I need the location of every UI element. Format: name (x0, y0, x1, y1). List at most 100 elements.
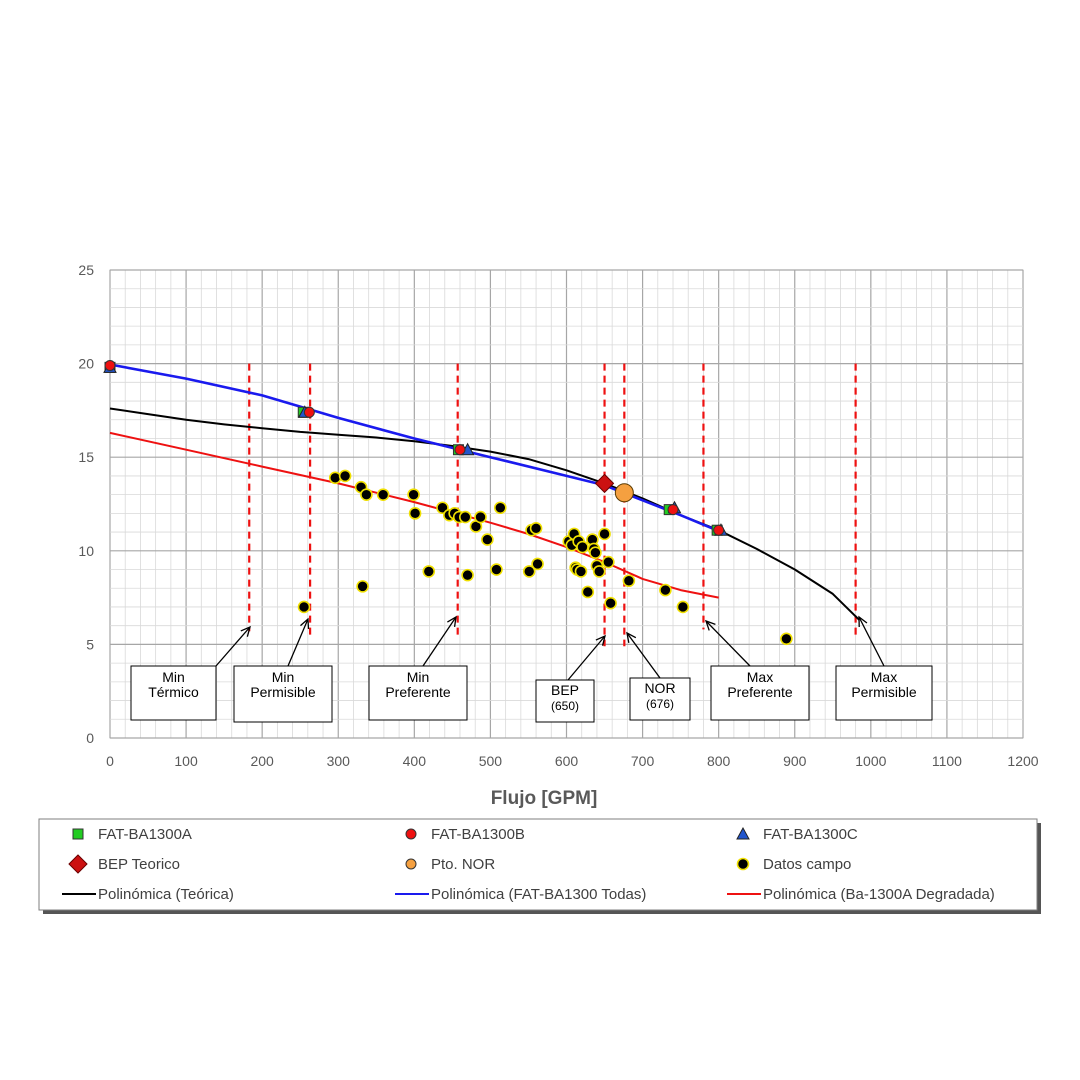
y-tick-label: 0 (86, 730, 94, 746)
annotation-label: Térmico (148, 684, 199, 700)
x-tick-label: 400 (403, 753, 427, 769)
data-point (360, 488, 373, 501)
data-point (104, 359, 116, 371)
data-point (454, 444, 466, 456)
annotation-box (368, 665, 468, 721)
data-point (529, 522, 543, 535)
data-point (614, 483, 634, 503)
legend-item-label: Polinómica (FAT-BA1300 Todas) (431, 886, 646, 903)
annotation-arrowhead (858, 615, 868, 628)
data-point (72, 828, 84, 840)
annotation-arrowhead (447, 615, 457, 627)
x-tick-label: 600 (555, 753, 579, 769)
x-tick-label: 100 (174, 753, 198, 769)
y-tick-label: 10 (78, 543, 94, 559)
x-tick-label: 1000 (855, 753, 886, 769)
data-point (407, 488, 420, 501)
legend-item-label: Datos campo (763, 856, 851, 873)
legend-item-label: BEP Teorico (98, 856, 180, 873)
annotation-box (535, 679, 595, 723)
x-tick-label: 1100 (932, 753, 962, 769)
annotation-label: Permisible (250, 684, 316, 700)
legend: FAT-BA1300A FAT-BA1300B FAT-BA1300C BEP Teo… (38, 818, 1041, 914)
annotation-arrow (705, 620, 751, 667)
data-point (589, 546, 602, 559)
data-point (581, 585, 595, 599)
x-tick-label: 700 (631, 753, 655, 769)
legend-item-label: Pto. NOR (431, 856, 495, 873)
data-point (461, 568, 474, 582)
vertical-markers (248, 363, 857, 647)
data-point (494, 501, 507, 515)
data-point (736, 826, 750, 840)
data-points (103, 359, 793, 646)
x-tick-label: 300 (327, 753, 351, 769)
annotation-box (629, 677, 691, 721)
data-point (481, 533, 494, 546)
annotation-arrowhead (240, 625, 251, 637)
data-point (405, 828, 417, 840)
annotation-arrow (626, 632, 661, 679)
annotation-arrowhead (300, 617, 310, 630)
annotation-label: Preferente (385, 684, 451, 700)
annotation-label: Max (871, 669, 897, 685)
annotation-arrow (287, 618, 309, 667)
data-point (297, 600, 311, 614)
annotation-label: (676) (646, 697, 674, 711)
y-tick-label: 5 (86, 636, 94, 652)
data-point (576, 540, 589, 554)
legend-item-label: FAT-BA1300B (431, 826, 525, 843)
annotation-box (233, 665, 333, 723)
data-point (736, 857, 750, 871)
data-point (713, 524, 725, 536)
y-tick-label: 15 (78, 449, 94, 465)
annotation-label: Min (272, 669, 295, 685)
data-point (531, 557, 544, 571)
data-point (405, 858, 417, 870)
annotation-arrow (422, 616, 457, 667)
annotation-arrow (567, 635, 606, 681)
data-point (338, 469, 352, 483)
annotation-arrowhead (595, 634, 606, 646)
annotation-label: Min (407, 669, 430, 685)
data-point (490, 563, 503, 576)
data-point (659, 583, 672, 597)
y-tick-label: 25 (78, 262, 94, 278)
annotation-label: (650) (551, 699, 579, 713)
annotation-arrow (858, 616, 885, 667)
annotation-box (710, 665, 810, 721)
data-point (604, 596, 617, 610)
data-point (328, 471, 342, 485)
data-point (574, 565, 588, 578)
data-point (592, 565, 606, 578)
data-point (667, 504, 679, 516)
annotation-box (130, 665, 217, 721)
legend-item-label: Polinómica (Ba-1300A Degradada) (763, 886, 995, 903)
x-tick-label: 900 (783, 753, 807, 769)
data-point (594, 473, 615, 494)
annotation-label: Min (162, 669, 185, 685)
data-point (598, 527, 611, 541)
data-point (622, 574, 636, 588)
annotation-arrow (215, 626, 251, 667)
data-point (68, 854, 88, 874)
annotation-label: NOR (644, 680, 675, 696)
data-point (780, 632, 793, 646)
data-point (356, 580, 369, 593)
data-point (422, 565, 436, 578)
series-line (109, 431, 719, 599)
data-point (408, 507, 422, 520)
trend-lines (109, 363, 861, 621)
x-tick-label: 1200 (1007, 753, 1038, 769)
annotation-label: BEP (551, 682, 579, 698)
data-point (376, 488, 390, 501)
data-point (602, 555, 615, 569)
axes: 0 100 200 300 400 500 600 700 800 900 1000 1100 1200… (78, 262, 1038, 769)
y-tick-label: 20 (78, 356, 94, 372)
data-point (522, 565, 536, 578)
annotation-arrowhead (704, 619, 716, 631)
series-line (109, 407, 861, 621)
x-tick-label: 800 (707, 753, 731, 769)
